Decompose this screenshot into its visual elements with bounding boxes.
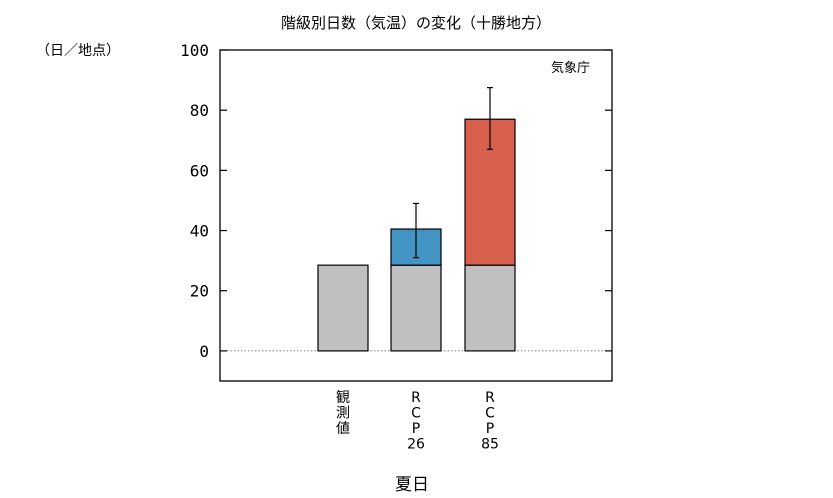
bar-1-segment-1 (317, 264, 369, 352)
y-axis-label: （日／地点） (36, 43, 120, 59)
y-tick-label: 0 (199, 342, 209, 361)
bar-2-segment-1 (390, 264, 442, 352)
plot-frame (219, 49, 613, 382)
x-tick-label: 値 (336, 421, 350, 437)
x-tick-label: 測 (336, 406, 350, 422)
y-tick-label: 100 (180, 41, 209, 60)
x-tick-label: R (411, 390, 421, 406)
y-tick-label: 40 (190, 222, 209, 241)
x-tick-label: C (485, 406, 495, 422)
x-tick-label: 26 (407, 437, 425, 453)
x-tick-label: C (411, 406, 421, 422)
source-label: 気象庁 (551, 60, 590, 76)
x-tick-label: R (485, 390, 495, 406)
chart-title: 階級別日数（気温）の変化（十勝地方） (281, 14, 551, 32)
x-tick-label: 観 (336, 389, 350, 406)
x-tick-label: P (486, 421, 494, 437)
x-tick-label: P (412, 421, 420, 437)
y-tick-label: 20 (190, 282, 209, 301)
x-axis-label: 夏日 (395, 475, 429, 495)
y-tick-label: 80 (190, 101, 209, 120)
y-tick-label: 60 (190, 161, 209, 180)
x-tick-label: 85 (481, 437, 499, 453)
bar-3-segment-1 (464, 264, 516, 352)
